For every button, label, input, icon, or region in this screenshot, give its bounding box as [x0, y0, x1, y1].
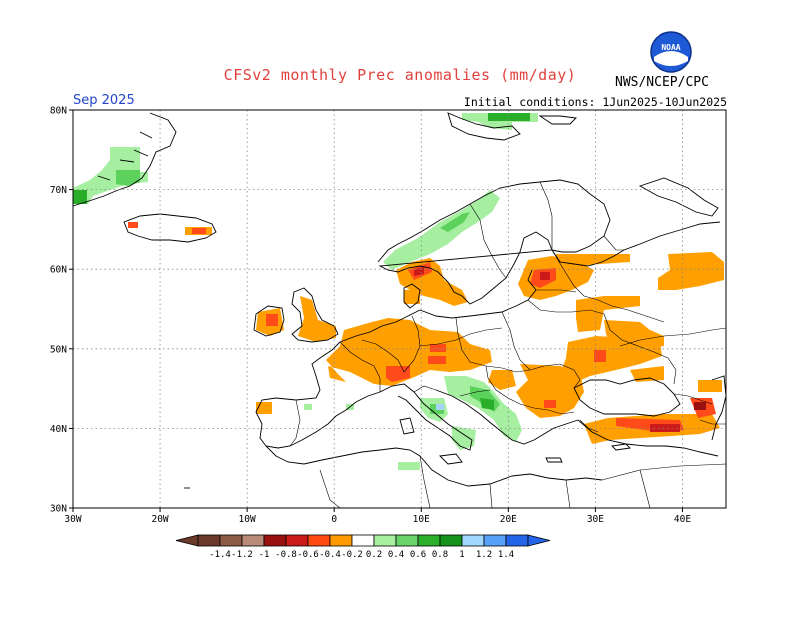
anomaly-dry-caspian: [698, 380, 722, 392]
anomaly-wet-svalbard-core: [488, 113, 530, 121]
colorbar-label: -0.2: [341, 550, 363, 560]
anomaly-dry-central-europe: [326, 318, 492, 386]
agency-label: NWS/NCEP/CPC: [615, 75, 709, 90]
anomaly-wet-bay: [304, 404, 312, 410]
lon-label: 20E: [500, 514, 517, 525]
lat-label: 50N: [50, 344, 67, 355]
lat-label: 60N: [50, 265, 67, 276]
anomaly-dry-bulgaria-core: [544, 400, 556, 408]
noaa-logo-text: NOAA: [661, 43, 680, 52]
colorbar-swatch: [285, 534, 309, 547]
lat-label: 80N: [50, 106, 67, 117]
anomaly-dry-baltic-strong: [540, 272, 550, 280]
anomaly-dry-crimea: [630, 366, 664, 382]
anomaly-dry-alps-core: [386, 366, 410, 382]
border-layer: [289, 181, 727, 509]
valid-month-label: Sep 2025: [73, 93, 135, 108]
anomaly-dry-russia-east: [658, 252, 724, 290]
anomaly-dry-denmark: [404, 290, 420, 304]
lat-labels: 80N 70N 60N 50N 40N 30N: [50, 106, 73, 515]
colorbar-label: -1.4: [209, 550, 231, 560]
anomaly-dry-ireland-core: [266, 314, 278, 326]
colorbar-swatch: [461, 534, 485, 547]
colorbar-swatch: [307, 534, 331, 547]
anomaly-wet-italy-blue: [436, 404, 444, 410]
colorbar-label: -1.2: [231, 550, 253, 560]
anomaly-dry-russia-mid: [604, 320, 664, 350]
lon-label: 20W: [151, 514, 168, 525]
colorbar-swatch: [373, 534, 397, 547]
colorbar-label: -1: [259, 550, 270, 560]
lon-label: 10E: [413, 514, 430, 525]
colorbar-swatch: [351, 534, 375, 547]
anomaly-dry-turkey-strong: [650, 424, 680, 432]
colorbar-label: -0.8: [275, 550, 297, 560]
anomaly-wet-sardinia: [398, 462, 420, 470]
colorbar-label: 0.2: [366, 550, 382, 560]
grid-lines: [73, 110, 726, 508]
lon-labels: 30W 20W 10W 0 10E 20E 30E 40E: [64, 508, 691, 525]
anomaly-wet-norway-core: [440, 212, 470, 232]
anomaly-wet-norway: [383, 190, 500, 270]
colorbar-swatch: [197, 534, 221, 547]
colorbar-arrow-high: [527, 534, 551, 547]
colorbar-swatch: [505, 534, 529, 547]
colorbar-swatch: [241, 534, 265, 547]
initial-conditions-label: Initial conditions: 1Jun2025-10Jun2025: [463, 95, 727, 109]
colorbar-swatch: [417, 534, 441, 547]
colorbar-swatch: [483, 534, 507, 547]
anomaly-dry-iceland-west: [128, 222, 138, 228]
colorbar: -1.4 -1.2 -1 -0.8 -0.6 -0.4 -0.2 0.2 0.4 0.6 0.8 1 1…: [175, 534, 551, 560]
colorbar-label: 1.4: [498, 550, 514, 560]
coastline-layer: [72, 112, 727, 489]
anomaly-dry-iceland-core: [192, 228, 206, 234]
colorbar-label: 0.4: [388, 550, 404, 560]
colorbar-label: 1.2: [476, 550, 492, 560]
lon-label: 30W: [64, 514, 81, 525]
noaa-logo-icon: NOAA: [650, 31, 692, 73]
anomaly-dry-serbia: [488, 370, 516, 390]
map-frame: [72, 109, 727, 509]
lon-label: 30E: [587, 514, 604, 525]
anomaly-dry-belarus: [576, 296, 640, 332]
anomaly-layer: [73, 113, 724, 470]
colorbar-label: -0.6: [297, 550, 319, 560]
anomaly-wet-greenland-west: [73, 190, 87, 204]
anomaly-wet-greenland-core: [116, 170, 140, 186]
colorbar-arrow-low: [175, 534, 199, 547]
colorbar-label: 0.6: [410, 550, 426, 560]
colorbar-swatch: [219, 534, 243, 547]
lat-label: 70N: [50, 185, 67, 196]
anomaly-dry-hungary-core: [428, 356, 446, 364]
colorbar-swatch: [395, 534, 419, 547]
lon-label: 40E: [674, 514, 691, 525]
colorbar-label: -0.4: [319, 550, 341, 560]
lon-label: 0: [331, 514, 337, 525]
colorbar-swatch: [329, 534, 353, 547]
anomaly-dry-uk: [298, 296, 336, 342]
anomaly-dry-ukraine-core: [594, 350, 606, 362]
anomaly-wet-balkans-strong: [480, 398, 494, 410]
colorbar-label: 1: [459, 550, 464, 560]
lat-label: 30N: [50, 504, 67, 515]
anomaly-dry-caucasus-strong: [694, 402, 706, 410]
anomaly-wet-balkans: [444, 376, 522, 442]
chart-title: CFSv2 monthly Prec anomalies (mm/day): [223, 66, 577, 84]
colorbar-swatch: [439, 534, 463, 547]
anomaly-dry-romania: [516, 364, 584, 418]
colorbar-label: 0.8: [432, 550, 448, 560]
lat-label: 40N: [50, 424, 67, 435]
lon-label: 10W: [239, 514, 256, 525]
colorbar-swatch: [263, 534, 287, 547]
anomaly-dry-czech-core: [430, 344, 446, 352]
